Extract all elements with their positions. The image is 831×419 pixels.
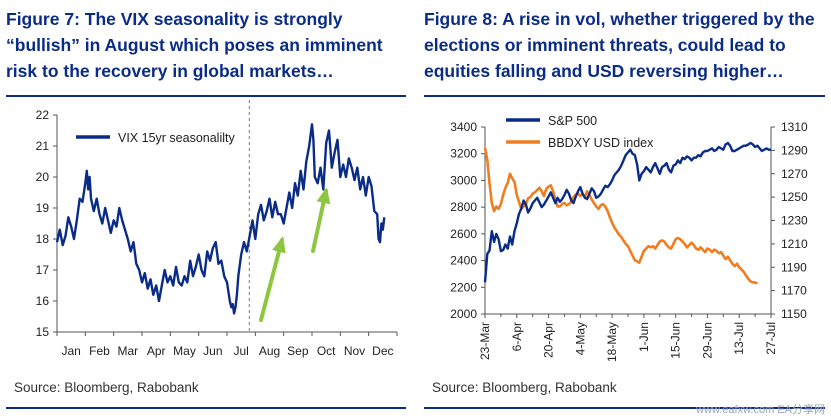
x-tick-label: Oct <box>317 344 336 358</box>
right-y-tick-label: 1190 <box>781 260 807 274</box>
right-y-tick-label: 1250 <box>781 190 808 204</box>
x-tick-label: Jan <box>61 344 80 358</box>
y-tick-label: 17 <box>36 263 50 277</box>
legend-label-vix: VIX 15yr seasonalilty <box>118 131 235 145</box>
x-tick-label: Apr <box>147 344 166 358</box>
right-y-tick-label: 1210 <box>781 237 808 251</box>
right-y-tick-label: 1270 <box>781 167 808 181</box>
y-tick-label: 21 <box>36 139 50 153</box>
figure-7-top-rule <box>6 95 406 97</box>
x-tick-label: 1-Jun <box>637 322 651 352</box>
x-tick-label: Feb <box>89 344 110 358</box>
y-tick-label: 20 <box>36 170 50 184</box>
x-tick-label: 27-Jul <box>764 322 778 355</box>
x-tick-label: 23-Mar <box>478 322 492 360</box>
x-tick-label: Dec <box>372 344 393 358</box>
x-tick-label: Aug <box>259 344 280 358</box>
x-tick-label: Jun <box>203 344 222 358</box>
figure-8-panel: Figure 8: A rise in vol, whether trigger… <box>418 0 831 419</box>
x-tick-label: 18-May <box>605 322 619 362</box>
x-tick-label: 29-Jun <box>700 322 714 359</box>
figure-7-panel: Figure 7: The VIX seasonality is strongl… <box>0 0 412 419</box>
y-tick-label: 19 <box>36 201 50 215</box>
left-y-tick-label: 2800 <box>450 200 477 214</box>
x-tick-label: Mar <box>117 344 138 358</box>
left-y-tick-label: 2200 <box>450 280 477 294</box>
left-y-tick-label: 3200 <box>450 147 477 161</box>
y-tick-label: 15 <box>36 325 50 339</box>
vix-seasonality-chart: 15 16 17 18 19 20 21 22 Jan Feb Mar Apr May Jun Jul Aug… <box>36 100 398 358</box>
left-y-tick-label: 2000 <box>450 307 477 321</box>
vix-series-line <box>55 123 386 315</box>
y-tick-label: 18 <box>36 232 50 246</box>
right-y-tick-label: 1310 <box>781 120 808 134</box>
x-tick-label: Sep <box>287 344 309 358</box>
x-tick-label: 15-Jun <box>669 322 683 359</box>
figure-8-source: Source: Bloomberg, Rabobank <box>432 380 617 395</box>
legend-label-usd: BBDXY USD index <box>548 136 654 150</box>
figure-7-source: Source: Bloomberg, Rabobank <box>14 380 199 395</box>
left-y-tick-label: 2400 <box>450 254 477 268</box>
left-y-tick-label: 3000 <box>450 173 477 187</box>
sp500-series-line <box>483 141 771 283</box>
x-tick-label: 6-Apr <box>510 322 524 351</box>
right-y-tick-label: 1170 <box>781 284 807 298</box>
watermark: www.eafxw.com EA分享网 <box>696 404 825 416</box>
left-y-tick-label: 3400 <box>450 120 477 134</box>
right-y-tick-label: 1150 <box>781 307 807 321</box>
green-arrow-oct-head <box>316 187 331 205</box>
figure-8-top-rule <box>424 95 825 97</box>
x-tick-label: 4-May <box>573 322 587 355</box>
figure-7-title: Figure 7: The VIX seasonality is strongl… <box>6 9 383 81</box>
y-tick-label: 22 <box>36 108 50 122</box>
x-tick-label: Nov <box>344 344 365 358</box>
figure-8-bottom-rule <box>424 407 825 409</box>
x-tick-label: 13-Jul <box>732 322 746 355</box>
right-y-tick-label: 1230 <box>781 214 808 228</box>
green-arrow-aug-head <box>272 236 286 254</box>
green-arrow-aug-shaft <box>259 238 284 322</box>
x-tick-label: May <box>173 344 196 358</box>
y-tick-label: 16 <box>36 294 50 308</box>
x-tick-label: 20-Apr <box>542 322 556 358</box>
usd-index-series-line <box>483 147 759 285</box>
x-tick-label: Jul <box>233 344 248 358</box>
figure-8-title: Figure 8: A rise in vol, whether trigger… <box>424 9 815 81</box>
figure-7-bottom-rule <box>6 407 406 409</box>
left-y-tick-label: 2600 <box>450 227 477 241</box>
legend-label-sp500: S&P 500 <box>548 114 597 128</box>
right-y-tick-label: 1290 <box>781 143 808 157</box>
